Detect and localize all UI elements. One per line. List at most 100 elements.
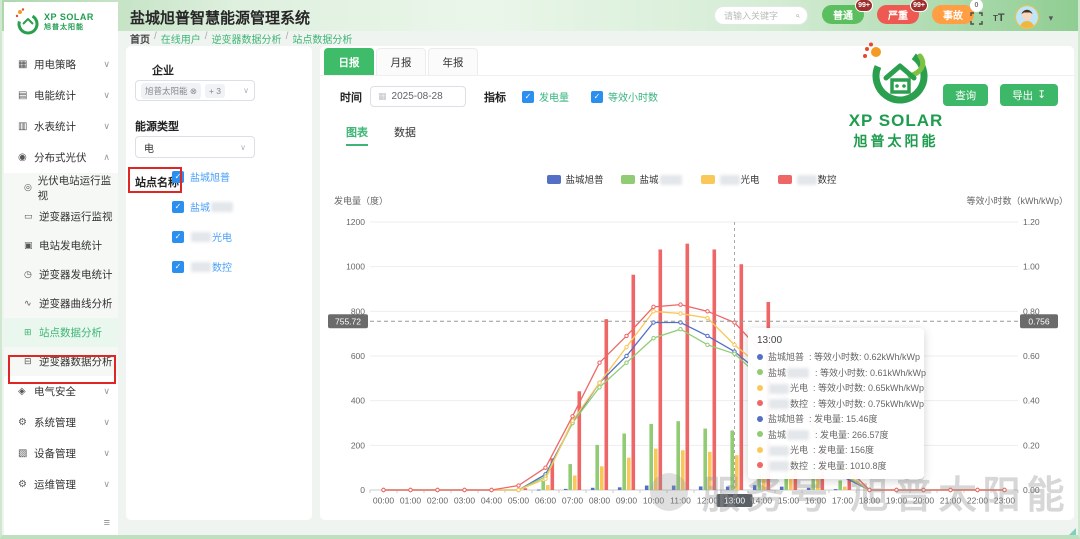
energy-stats-icon: ▤	[18, 90, 28, 101]
download-icon: ↧	[1037, 89, 1046, 101]
metric-label: 指标	[484, 91, 506, 104]
sidebar-item-电能统计[interactable]: ▤ 电能统计 ∨	[18, 90, 110, 102]
fullscreen-icon[interactable]	[970, 11, 983, 25]
svg-text:等效小时数（kWh/kWp）: 等效小时数（kWh/kWp）	[966, 195, 1068, 206]
collapse-sidebar-icon[interactable]: ≡	[103, 517, 110, 529]
svg-text:0.20: 0.20	[1023, 440, 1040, 450]
site-checkbox-row[interactable]: ✓ 数控	[172, 260, 234, 274]
legend-item[interactable]: 盐城	[621, 172, 682, 186]
svg-text:0: 0	[360, 485, 365, 495]
company-tag[interactable]: 旭普太阳能 ⊗	[141, 82, 201, 99]
report-panel: 日报 月报 年报 时间 ▦ 2025-08-28 指标 ✓ 发电量 ✓ 等效小时数 查询 …	[320, 42, 1074, 520]
checkbox-checked[interactable]: ✓	[172, 170, 184, 183]
sidebar-item-逆变器运行监视[interactable]: ▭ 逆变器运行监视	[24, 211, 113, 223]
svg-text:15:00: 15:00	[778, 496, 800, 506]
alarm-badge-事故[interactable]: 事故 0	[932, 0, 983, 24]
company-select[interactable]: 旭普太阳能 ⊗ + 3 ∨	[135, 80, 255, 101]
date-picker[interactable]: ▦ 2025-08-28	[370, 86, 466, 107]
svg-text:09:00: 09:00	[616, 496, 638, 506]
metric-checkbox-等效小时数[interactable]: ✓ 等效小时数	[591, 89, 658, 104]
calendar-icon: ▦	[378, 91, 387, 101]
site-name: 盐城	[190, 199, 234, 214]
svg-text:800: 800	[351, 306, 365, 316]
site-name-label: 站点名称	[135, 177, 179, 189]
site-checkbox-row[interactable]: ✓ 盐城旭普	[172, 170, 234, 184]
sidebar-item-逆变器曲线分析[interactable]: ∿ 逆变器曲线分析	[24, 298, 113, 310]
date-value: 2025-08-28	[391, 91, 443, 102]
font-size-icon[interactable]: TT	[993, 12, 1005, 24]
svg-text:08:00: 08:00	[589, 496, 611, 506]
tooltip-row: 光电: 等效小时数: 0.65kWh/kWp	[757, 381, 924, 394]
chevron-down-icon[interactable]: ∨	[243, 86, 249, 95]
chevron-down-icon[interactable]: ∨	[240, 142, 246, 152]
alarm-count: 0	[970, 0, 983, 12]
svg-text:1200: 1200	[346, 217, 365, 227]
breadcrumb-item[interactable]: 在线用户	[160, 35, 201, 46]
chevron-down-icon: ∨	[103, 386, 110, 396]
avatar[interactable]	[1014, 5, 1039, 29]
company-more-tag: + 3	[204, 83, 226, 98]
svg-text:0.756: 0.756	[1028, 317, 1050, 327]
checkbox-checked[interactable]: ✓	[172, 200, 184, 213]
xp-solar-logo-icon	[15, 7, 39, 34]
tab-月报[interactable]: 月报	[376, 48, 426, 75]
sidebar-item-逆变器发电统计[interactable]: ◷ 逆变器发电统计	[24, 269, 113, 281]
legend-item[interactable]: 盐城旭普	[547, 172, 603, 186]
energy-select[interactable]: 电 ∨	[135, 136, 255, 158]
view-tab-图表[interactable]: 图表	[346, 124, 368, 146]
search-input[interactable]	[722, 9, 792, 22]
chart-canvas[interactable]: 发电量（度） 等效小时数（kWh/kWp） 0 0.00 200 0.20 400 0.40 6…	[328, 188, 1072, 513]
svg-text:12:00: 12:00	[697, 496, 719, 506]
metric-checkbox-发电量[interactable]: ✓ 发电量	[522, 89, 569, 104]
sidebar-item-分布式光伏[interactable]: ◉ 分布式光伏 ∧	[18, 152, 110, 164]
sidebar-item-逆变器数据分析[interactable]: ⊟ 逆变器数据分析	[24, 356, 113, 368]
svg-text:0.40: 0.40	[1023, 396, 1040, 406]
svg-text:00:00: 00:00	[373, 496, 395, 506]
checkbox-checked[interactable]: ✓	[172, 260, 184, 273]
sidebar-item-光伏电站运行监视[interactable]: ◎ 光伏电站运行监视	[24, 174, 112, 202]
sidebar-item-设备管理[interactable]: ▧ 设备管理 ∨	[18, 448, 110, 460]
svg-text:200: 200	[351, 440, 365, 450]
svg-text:18:00: 18:00	[859, 496, 881, 506]
time-label: 时间	[340, 91, 362, 104]
search-box[interactable]	[714, 6, 808, 25]
view-tab-数据[interactable]: 数据	[394, 127, 416, 139]
tab-日报[interactable]: 日报	[324, 48, 374, 75]
svg-text:0.80: 0.80	[1023, 306, 1040, 316]
query-button[interactable]: 查询	[943, 84, 989, 106]
legend-item[interactable]: 光电	[700, 172, 760, 186]
chevron-down-icon: ∨	[103, 479, 110, 489]
legend-item[interactable]: 数控	[777, 172, 837, 186]
chevron-down-icon: ∨	[103, 121, 110, 131]
sidebar-item-水表统计[interactable]: ▥ 水表统计 ∨	[18, 121, 110, 133]
energy-value: 电	[144, 143, 154, 155]
alarm-badge-严重[interactable]: 严重 99+	[877, 0, 928, 24]
svg-text:23:00: 23:00	[994, 496, 1016, 506]
svg-text:14:00: 14:00	[751, 496, 773, 506]
chevron-down-icon: ∨	[103, 417, 110, 427]
site-checkbox-row[interactable]: ✓ 光电	[172, 229, 234, 244]
tooltip-row: 盐城: 发电量: 266.57度	[757, 428, 915, 441]
export-button[interactable]: 导出 ↧	[1000, 84, 1058, 106]
breadcrumb-item[interactable]: 站点数据分析	[292, 35, 353, 46]
alarm-count: 99+	[855, 0, 873, 12]
sidebar-item-站点数据分析[interactable]: ⊞ 站点数据分析	[4, 318, 118, 347]
search-icon[interactable]	[796, 11, 800, 21]
site-name: 光电	[190, 229, 232, 244]
sidebar-item-运维管理[interactable]: ⚙ 运维管理 ∨	[18, 479, 110, 491]
sidebar-item-电气安全[interactable]: ◈ 电气安全 ∨	[18, 386, 110, 398]
site-checkbox-list: ✓ 盐城旭普 ✓ 盐城 ✓ 光电 ✓ 数控	[172, 170, 234, 290]
sidebar: ▦ 用电策略 ∨ ▤ 电能统计 ∨ ▥ 水表统计 ∨ ◉ 分布式光伏 ∧ ◎ 光伏电站运行监视 ▭ 逆变器运行…	[4, 41, 118, 535]
breadcrumb-item[interactable]: 逆变器数据分析	[211, 35, 282, 46]
tab-年报[interactable]: 年报	[428, 48, 478, 75]
site-checkbox-row[interactable]: ✓ 盐城	[172, 199, 234, 214]
svg-text:1.00: 1.00	[1023, 262, 1040, 272]
avatar-dropdown-icon[interactable]: ▾	[1048, 12, 1054, 23]
checkbox-checked[interactable]: ✓	[172, 230, 184, 243]
alarm-badge-普通[interactable]: 普通 99+	[822, 0, 873, 24]
sidebar-item-系统管理[interactable]: ⚙ 系统管理 ∨	[18, 417, 110, 429]
logo-subtext: 旭普太阳能	[44, 23, 84, 31]
breadcrumb-item: 首页	[130, 35, 150, 46]
sidebar-item-电站发电统计[interactable]: ▣ 电站发电统计	[24, 240, 102, 252]
sidebar-item-用电策略[interactable]: ▦ 用电策略 ∨	[18, 59, 110, 71]
